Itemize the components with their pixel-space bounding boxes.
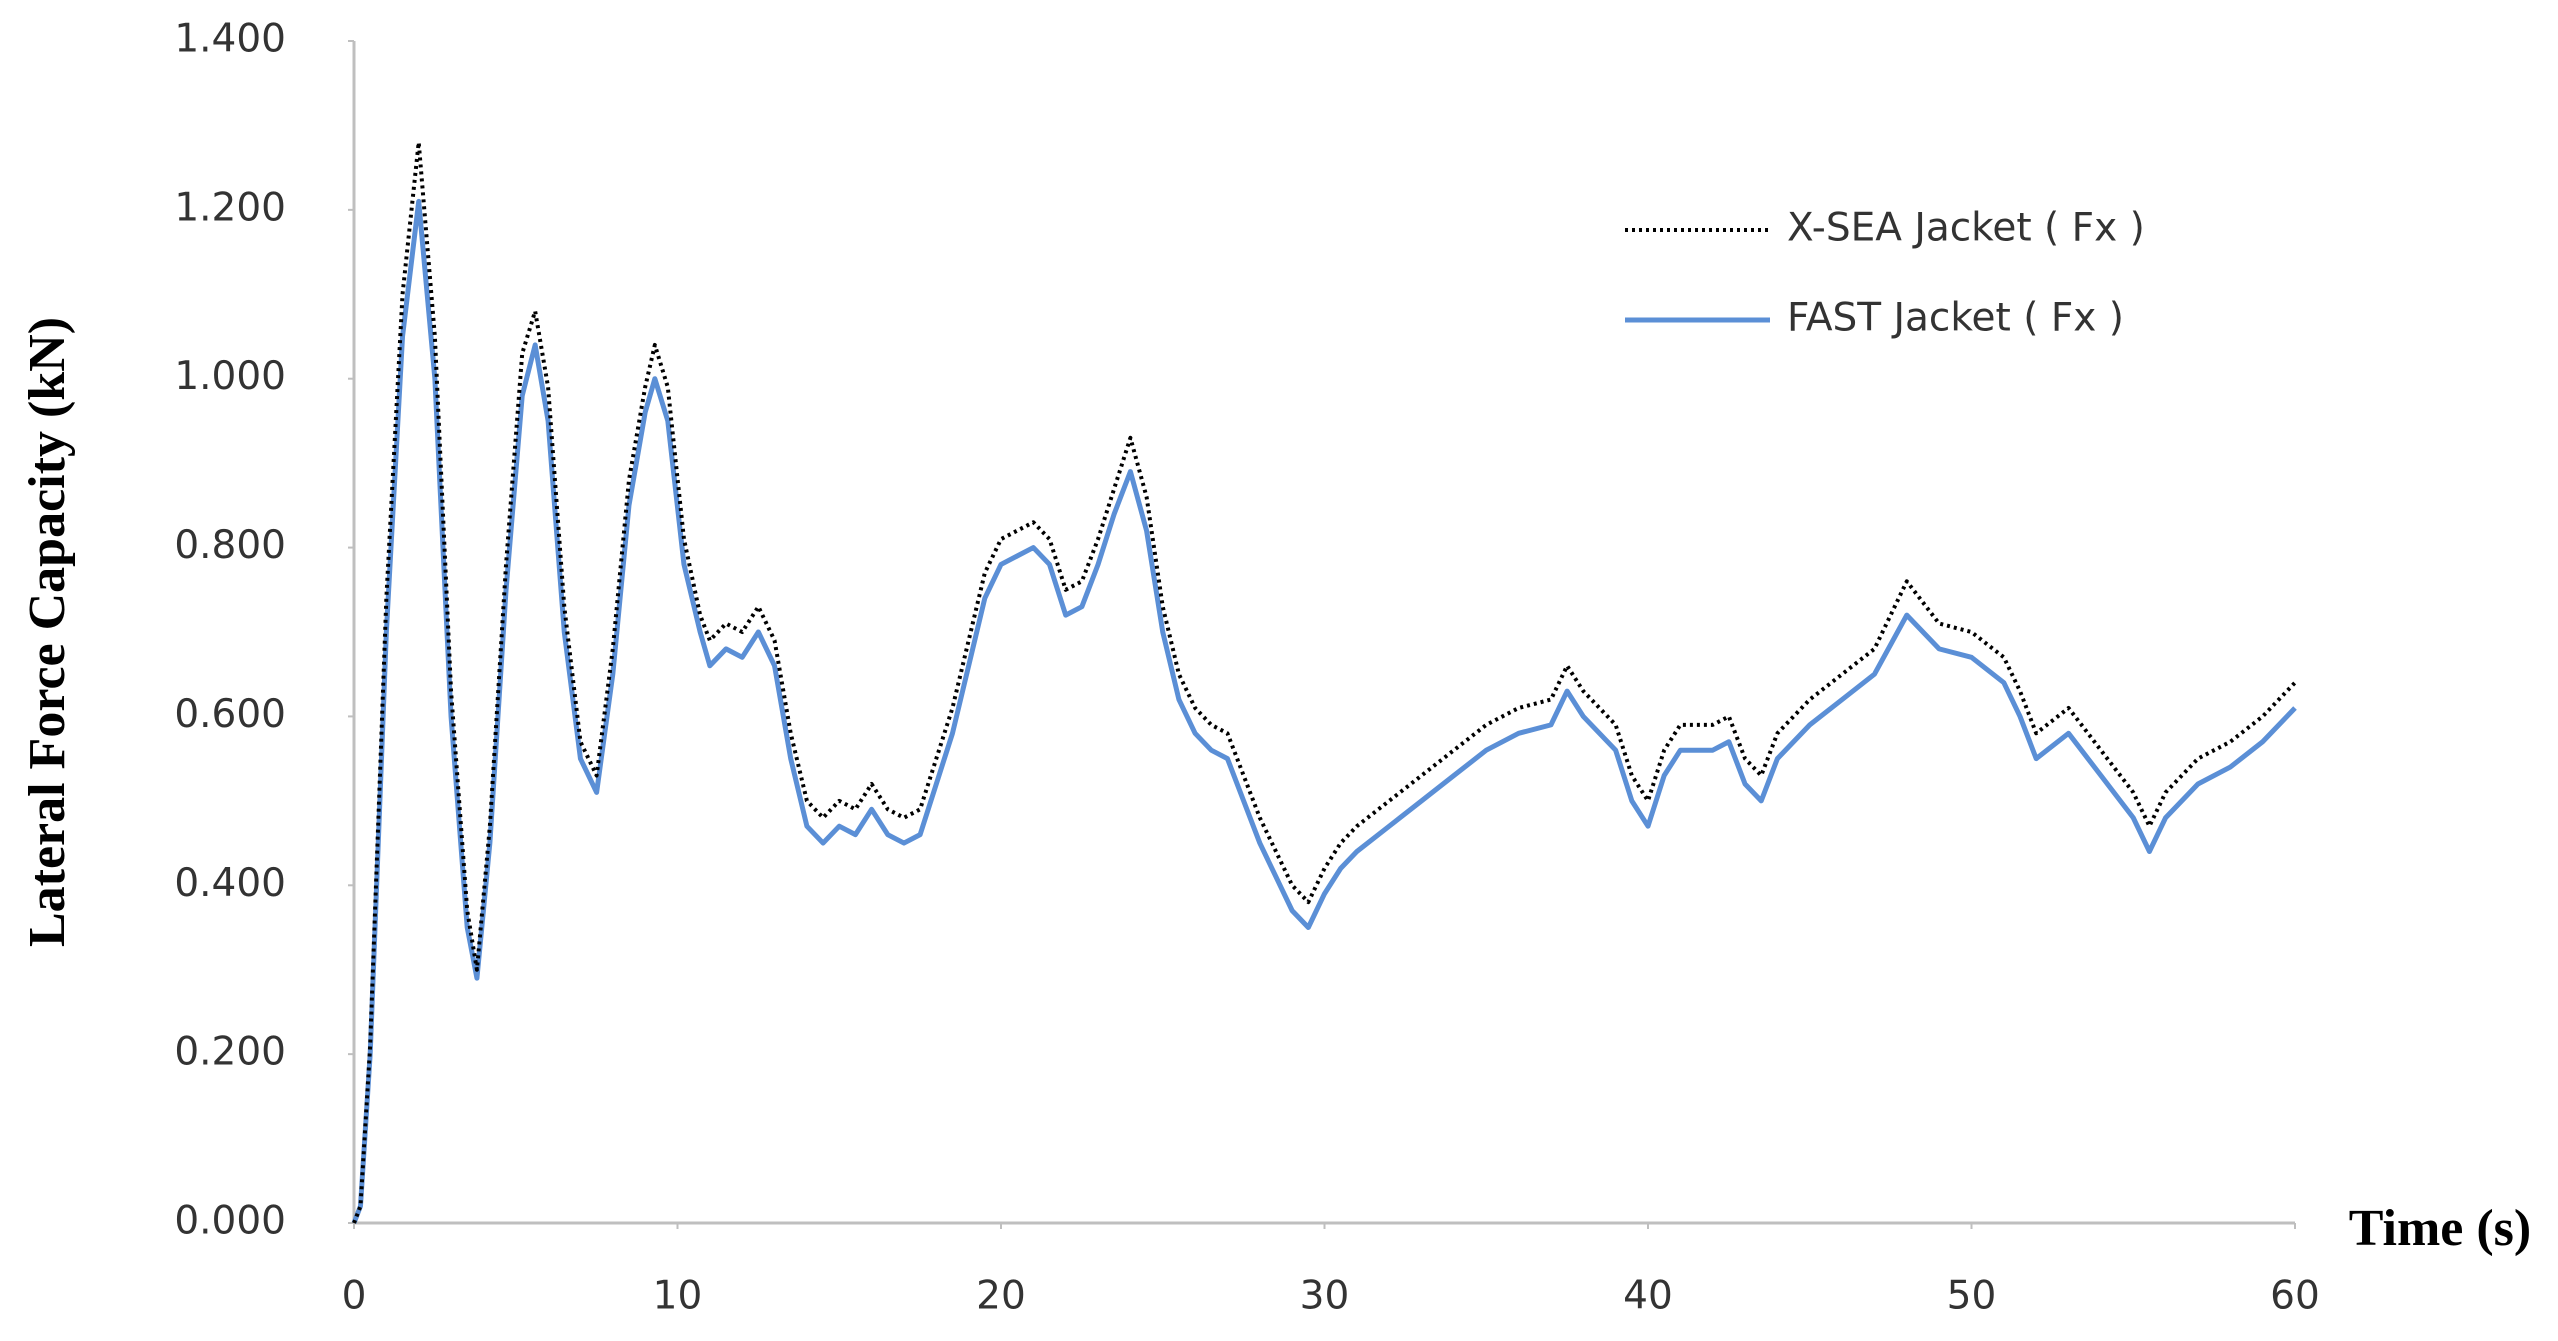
- x-tick-label: 50: [1947, 1274, 1997, 1319]
- x-tick-label: 60: [2270, 1274, 2320, 1319]
- x-tick-label: 40: [1623, 1274, 1673, 1319]
- x-tick-label: 30: [1300, 1274, 1350, 1319]
- y-tick-label: 0.800: [174, 523, 286, 568]
- y-tick-label: 1.400: [174, 17, 286, 62]
- y-axis-label: Lateral Force Capacity (kN): [19, 317, 76, 947]
- y-tick-label: 0.000: [174, 1199, 286, 1244]
- y-tick-label: 1.200: [174, 185, 286, 230]
- series-line: [351, 198, 2297, 1224]
- series-line: [352, 140, 2297, 1224]
- legend-label: FAST Jacket ( Fx ): [1787, 296, 2124, 341]
- legend-label: X-SEA Jacket ( Fx ): [1787, 206, 2145, 251]
- y-tick-label: 0.200: [174, 1030, 286, 1075]
- x-tick-label: 10: [653, 1274, 703, 1319]
- y-tick-label: 0.600: [174, 692, 286, 737]
- y-tick-label: 1.000: [174, 354, 286, 399]
- x-axis-label: Time (s): [2349, 1200, 2531, 1257]
- y-tick-label: 0.400: [174, 861, 286, 906]
- x-tick-label: 20: [976, 1274, 1026, 1319]
- x-tick-label: 0: [342, 1274, 367, 1319]
